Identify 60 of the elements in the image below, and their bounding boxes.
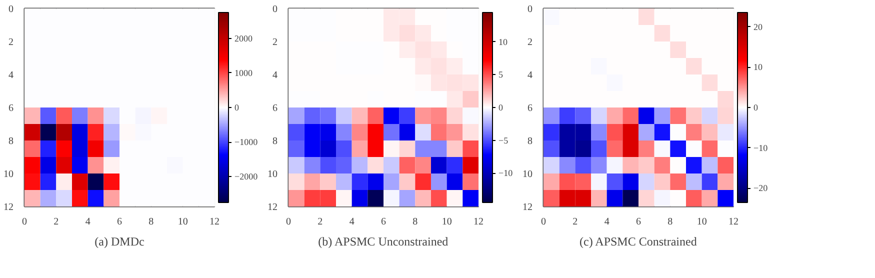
y-tick-label: 10 — [522, 169, 532, 180]
y-tick-label: 6 — [528, 103, 532, 114]
y-tick-label: 2 — [528, 37, 532, 48]
y-tick-label: 12 — [522, 202, 532, 213]
y-tick-label: 2 — [8, 37, 14, 48]
x-tick-label: 4 — [349, 216, 354, 228]
color-bar-label: −5 — [498, 135, 509, 146]
y-tick-label: 8 — [8, 136, 14, 147]
x-tick-label: 0 — [286, 216, 291, 228]
x-tick-label: 6 — [636, 216, 641, 228]
y-tick-label: 10 — [4, 169, 14, 180]
y-tick-label: 8 — [272, 136, 278, 147]
x-tick-label: 12 — [474, 216, 484, 228]
x-tick-label: 0 — [541, 216, 546, 228]
x-tick-label: 10 — [696, 216, 707, 228]
x-tick-label: 12 — [210, 216, 220, 228]
y-tick-label: 4 — [272, 70, 278, 81]
x-tick-label: 8 — [668, 216, 673, 228]
x-tick-label: 2 — [318, 216, 323, 228]
color-bar-label: −2000 — [234, 172, 258, 182]
y-tick-label: 6 — [272, 103, 278, 114]
y-tick-label: 4 — [528, 70, 532, 81]
color-bar-label: −20 — [754, 183, 768, 194]
color-bar-label: 10 — [498, 36, 508, 47]
x-tick-label: 4 — [604, 216, 610, 228]
color-bar-label: 0 — [498, 102, 504, 112]
text: (c) APSMC Constrained — [580, 234, 697, 248]
color-bar-label: 5 — [498, 70, 504, 80]
x-tick-label: 6 — [117, 216, 122, 228]
text: (b) APSMC Unconstrained — [318, 234, 448, 248]
color-bar-label: 20 — [754, 22, 763, 32]
color-bar-label: −1000 — [234, 137, 258, 148]
x-tick-label: 10 — [442, 216, 452, 228]
x-tick-label: 2 — [54, 216, 59, 228]
color-bar-label: 0 — [234, 102, 240, 112]
y-tick-label: 10 — [268, 169, 278, 180]
color-bar-label: −10 — [498, 168, 514, 178]
color-bar-label: 2000 — [234, 33, 253, 44]
y-tick-label: 6 — [8, 103, 14, 114]
y-tick-label: 0 — [528, 4, 532, 15]
y-tick-label: 2 — [272, 37, 278, 48]
y-tick-label: 12 — [268, 202, 278, 213]
color-bar-label: 0 — [754, 102, 758, 112]
x-tick-label: 6 — [381, 216, 386, 228]
x-tick-label: 8 — [148, 216, 154, 228]
y-tick-label: 0 — [8, 4, 14, 15]
y-tick-label: 12 — [4, 202, 14, 213]
x-tick-label: 0 — [22, 216, 27, 228]
x-tick-label: 4 — [85, 216, 90, 228]
y-tick-label: 0 — [272, 4, 278, 15]
y-tick-label: 4 — [8, 70, 14, 81]
x-tick-label: 8 — [412, 216, 418, 228]
color-bar-label: 1000 — [234, 68, 253, 78]
x-tick-label: 10 — [178, 216, 188, 228]
color-bar-label: −10 — [754, 142, 768, 153]
y-tick-label: 8 — [528, 136, 532, 147]
text: (a) DMDc — [94, 234, 144, 248]
x-tick-label: 2 — [572, 216, 578, 228]
color-bar-label: 10 — [754, 62, 763, 72]
x-tick-label: 12 — [728, 216, 738, 228]
